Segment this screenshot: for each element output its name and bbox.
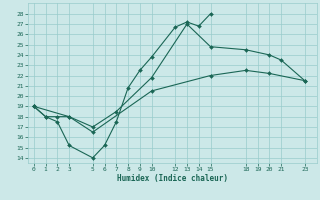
X-axis label: Humidex (Indice chaleur): Humidex (Indice chaleur) — [117, 174, 228, 183]
